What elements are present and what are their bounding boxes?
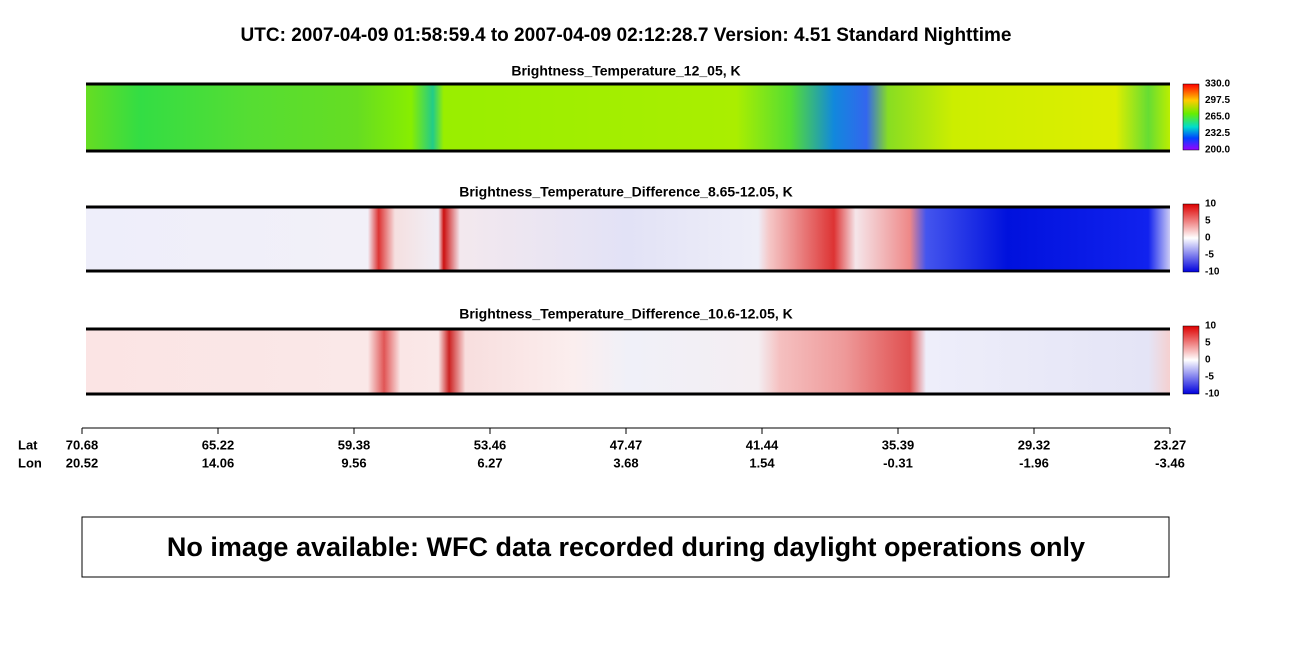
lat-label: 41.44: [746, 437, 779, 452]
colorbar-label: -10: [1205, 389, 1220, 400]
colorbar-label: -5: [1205, 250, 1214, 261]
lon-label: 6.27: [477, 455, 502, 470]
lon-label: -0.31: [883, 455, 913, 470]
title: UTC: 2007-04-09 01:58:59.4 to 2007-04-09…: [241, 25, 1012, 46]
colorbar: [1182, 325, 1200, 395]
lat-label: 59.38: [338, 437, 371, 452]
image-strip: [86, 84, 1170, 150]
colorbar: [1182, 83, 1200, 151]
image-strip: [86, 207, 1170, 271]
lat-label: 47.47: [610, 437, 643, 452]
colorbar-label: 10: [1205, 321, 1217, 332]
lat-label: 35.39: [882, 437, 915, 452]
lon-label: 20.52: [66, 455, 99, 470]
colorbar-label: 200.0: [1205, 145, 1230, 156]
lat-label: 53.46: [474, 437, 507, 452]
colorbar-label: 5: [1205, 338, 1211, 349]
colorbar: [1182, 203, 1200, 273]
lat-label: 29.32: [1018, 437, 1051, 452]
lon-label: 3.68: [613, 455, 638, 470]
colorbar-label: 232.5: [1205, 128, 1230, 139]
colorbar-label: 265.0: [1205, 112, 1230, 123]
axis-row-label: Lat: [18, 437, 38, 452]
panel-title: Brightness_Temperature_Difference_10.6-1…: [459, 306, 793, 322]
panel-title: Brightness_Temperature_12_05, K: [511, 63, 740, 79]
colorbar-label: 5: [1205, 216, 1211, 227]
axis-row-label: Lon: [18, 455, 42, 470]
lon-label: 14.06: [202, 455, 235, 470]
colorbar-label: -10: [1205, 267, 1220, 278]
panel-title: Brightness_Temperature_Difference_8.65-1…: [459, 184, 793, 200]
lat-label: 65.22: [202, 437, 235, 452]
message: No image available: WFC data recorded du…: [167, 532, 1085, 562]
message-box: [81, 516, 1170, 578]
lon-label: -3.46: [1155, 455, 1185, 470]
image-strip: [86, 329, 1170, 393]
lon-label: 9.56: [341, 455, 366, 470]
colorbar-label: 297.5: [1205, 95, 1230, 106]
lon-label: 1.54: [749, 455, 775, 470]
colorbar-label: 330.0: [1205, 79, 1230, 90]
strip-borders: [86, 82, 1170, 396]
lat-label: 23.27: [1154, 437, 1187, 452]
lat-label: 70.68: [66, 437, 99, 452]
colorbar-label: 0: [1205, 355, 1211, 366]
lon-label: -1.96: [1019, 455, 1049, 470]
colorbar-label: 0: [1205, 233, 1211, 244]
colorbar-label: 10: [1205, 199, 1217, 210]
colorbar-label: -5: [1205, 372, 1214, 383]
